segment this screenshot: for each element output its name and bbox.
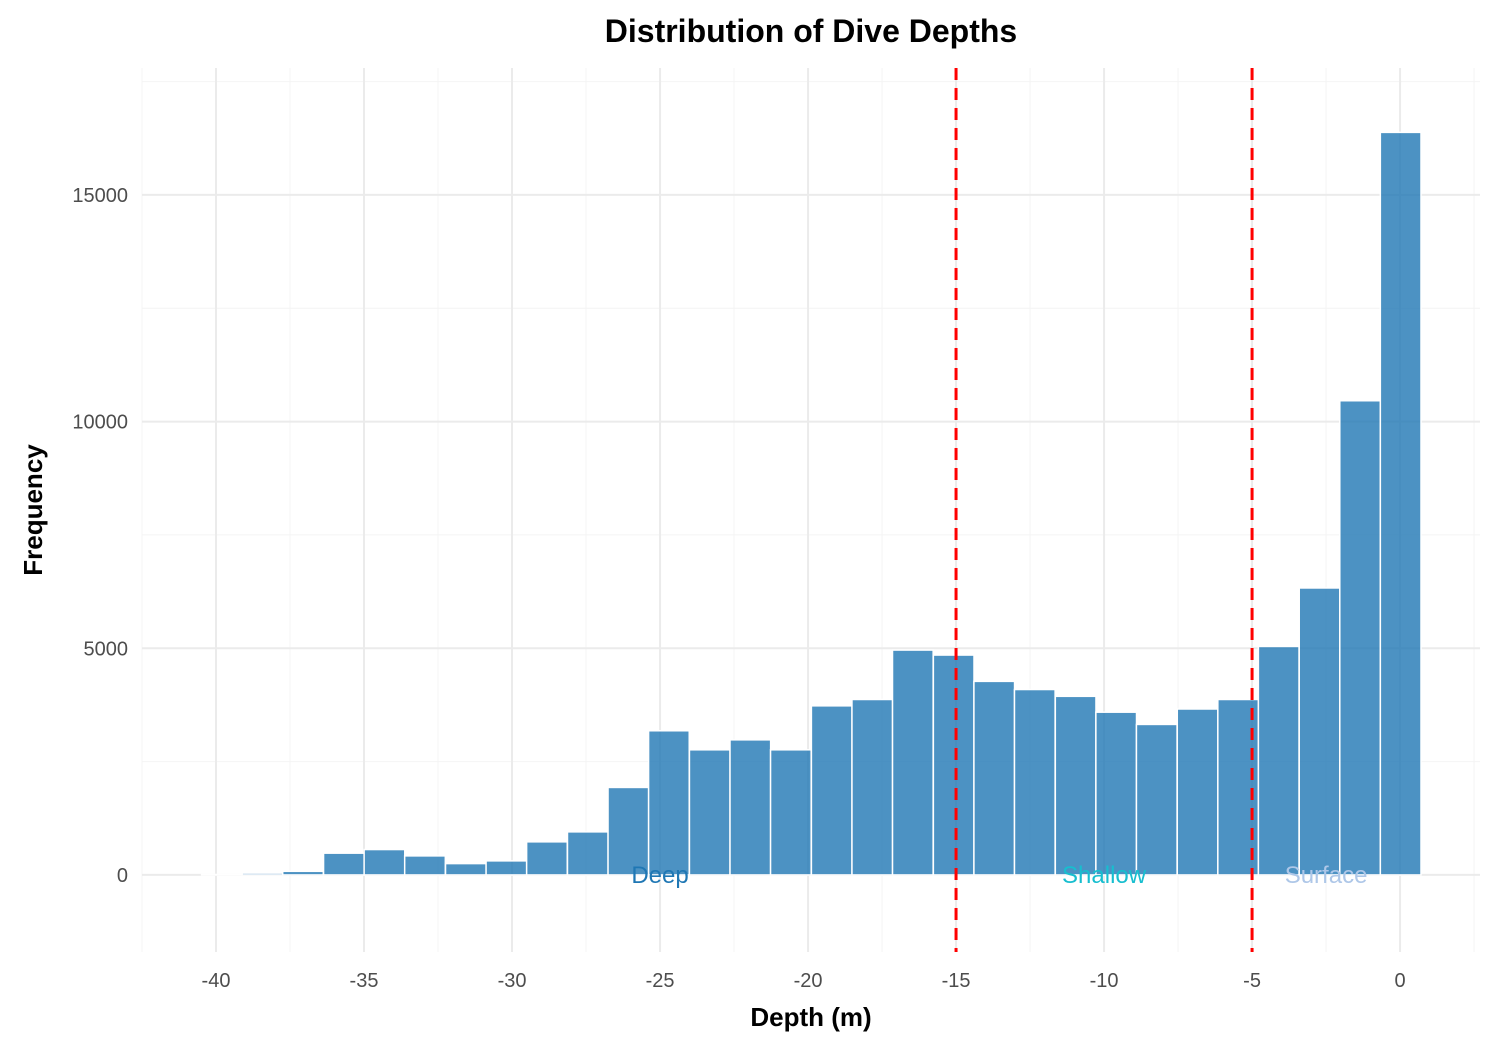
chart-title: Distribution of Dive Depths — [605, 13, 1017, 49]
histogram-bar — [973, 680, 1016, 876]
histogram-bar — [1054, 695, 1097, 876]
histogram-bar — [566, 831, 609, 876]
histogram-bar — [1013, 688, 1056, 876]
x-tick-label: -40 — [202, 970, 231, 992]
histogram-bar — [647, 730, 690, 876]
histogram-bar — [932, 654, 975, 876]
x-tick-label: -35 — [350, 970, 379, 992]
histogram-bar — [688, 749, 731, 876]
x-axis-title: Depth (m) — [750, 1002, 871, 1032]
histogram-bar — [403, 855, 447, 876]
histogram-bar — [1095, 711, 1138, 876]
zone-label: Deep — [631, 862, 688, 889]
histogram-bar — [1135, 723, 1178, 876]
y-tick-label: 15000 — [72, 185, 128, 207]
histogram-bar — [322, 852, 365, 876]
histogram-bar — [444, 862, 487, 876]
x-tick-label: -20 — [794, 970, 823, 992]
histogram-bar — [241, 872, 284, 876]
histogram-bar — [729, 739, 772, 876]
annotation-layer: Deep Shallow Surface — [631, 862, 1367, 889]
y-tick-label: 10000 — [72, 412, 128, 434]
histogram-bar — [485, 860, 528, 876]
y-axis-title: Frequency — [18, 444, 48, 576]
histogram-bar — [851, 698, 894, 876]
histogram-bar — [769, 749, 812, 876]
x-tick-label: -25 — [646, 970, 675, 992]
x-tick-label: -30 — [498, 970, 527, 992]
histogram-bar — [1257, 645, 1300, 876]
histogram-bar — [810, 705, 853, 876]
zone-label: Surface — [1285, 862, 1368, 889]
bars-layer — [200, 131, 1422, 876]
x-tick-label: -15 — [942, 970, 971, 992]
histogram-bar — [363, 848, 406, 876]
histogram-bar — [891, 649, 934, 876]
histogram-bar — [281, 870, 325, 876]
x-tick-label: -5 — [1243, 970, 1261, 992]
x-tick-label: -10 — [1090, 970, 1119, 992]
histogram-bar — [1298, 587, 1341, 876]
tick-labels-layer: -40 -35 -30 -25 -20 -15 -10 -5 0 0 5000 10000 15000 — [72, 185, 1405, 992]
y-tick-label: 5000 — [84, 638, 129, 660]
zone-label: Shallow — [1062, 862, 1147, 889]
x-tick-label: 0 — [1395, 970, 1406, 992]
histogram-bar — [1176, 708, 1219, 876]
histogram-bar — [525, 841, 569, 876]
y-tick-label: 0 — [117, 865, 128, 887]
reference-lines-layer — [954, 68, 1254, 952]
histogram-bar — [200, 873, 243, 876]
histogram-bar — [1379, 131, 1422, 876]
histogram-bar — [1339, 399, 1382, 876]
